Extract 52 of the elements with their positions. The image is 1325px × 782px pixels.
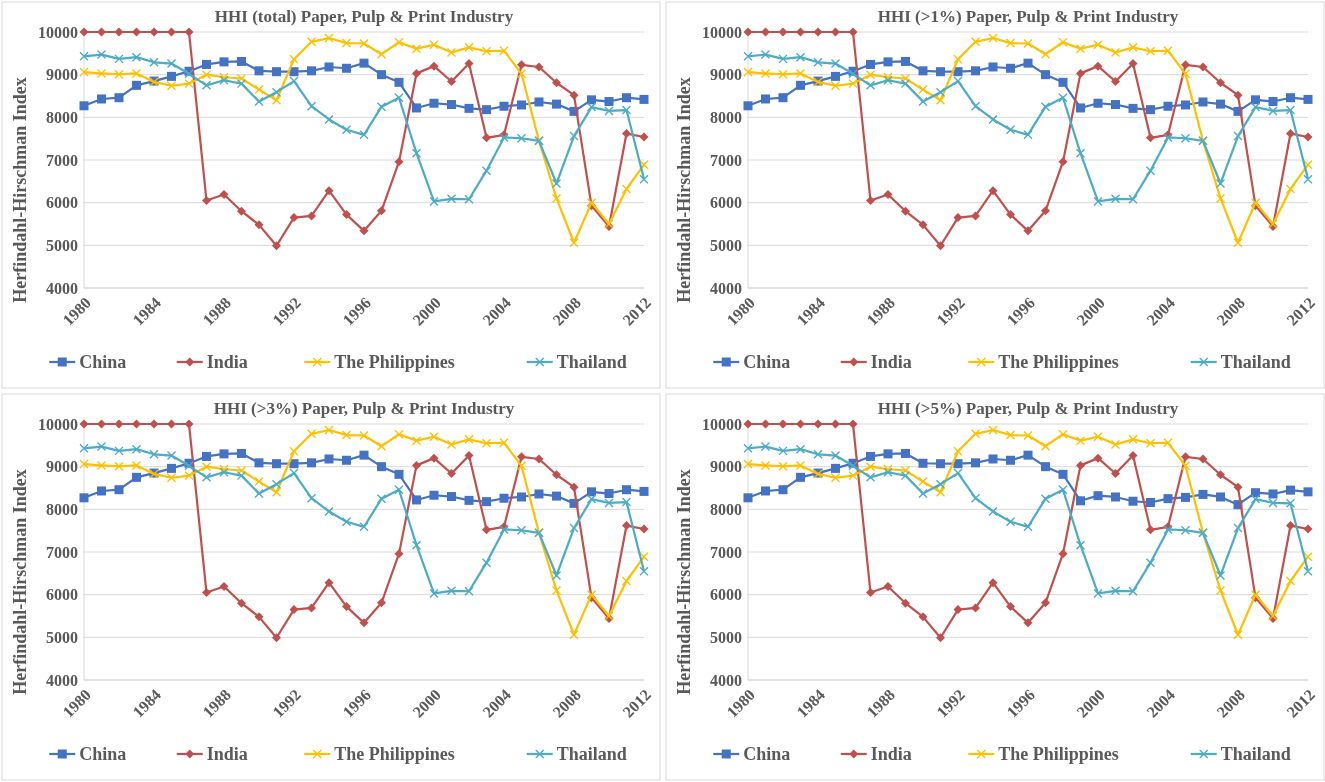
y-tick-label: 5000 — [710, 628, 742, 646]
y-tick-label: 9000 — [46, 66, 78, 84]
chart-title: HHI (>3%) Paper, Pulp & Print Industry — [213, 399, 515, 418]
y-tick-label: 6000 — [46, 194, 78, 212]
y-tick-label: 5000 — [710, 236, 742, 254]
y-tick-label: 4000 — [46, 671, 78, 689]
legend-label: Thailand — [556, 352, 627, 373]
y-axis-title: Herfindahl-Hirschman Index — [10, 469, 30, 695]
chart-title: HHI (>1%) Paper, Pulp & Print Industry — [877, 7, 1179, 26]
chart-title: HHI (>5%) Paper, Pulp & Print Industry — [877, 399, 1179, 418]
y-tick-label: 8000 — [46, 500, 78, 518]
legend-label: Thailand — [1220, 352, 1291, 373]
y-tick-label: 6000 — [710, 586, 742, 604]
y-axis-title: Herfindahl-Hirschman Index — [674, 77, 694, 303]
y-tick-label: 10000 — [702, 23, 742, 41]
y-tick-label: 4000 — [710, 279, 742, 297]
y-tick-label: 4000 — [710, 671, 742, 689]
y-tick-label: 8000 — [710, 500, 742, 518]
y-tick-label: 4000 — [46, 279, 78, 297]
legend-label: Thailand — [556, 744, 627, 765]
y-tick-label: 10000 — [702, 415, 742, 433]
legend-label: Thailand — [1220, 744, 1291, 765]
legend-label: China — [743, 352, 791, 373]
y-tick-label: 9000 — [46, 458, 78, 476]
legend-label: China — [79, 744, 127, 765]
y-tick-label: 6000 — [46, 586, 78, 604]
y-tick-label: 6000 — [710, 194, 742, 212]
y-axis-title: Herfindahl-Hirschman Index — [674, 469, 694, 695]
legend-label: China — [79, 352, 127, 373]
y-tick-label: 7000 — [710, 151, 742, 169]
legend-label: China — [743, 744, 791, 765]
y-tick-label: 7000 — [710, 543, 742, 561]
y-tick-label: 7000 — [46, 543, 78, 561]
y-tick-label: 9000 — [710, 66, 742, 84]
chart-title: HHI (total) Paper, Pulp & Print Industry — [214, 7, 514, 26]
legend-label: India — [870, 352, 912, 373]
y-tick-label: 8000 — [46, 108, 78, 126]
legend-label: The Philippines — [334, 352, 455, 373]
legend-label: India — [206, 744, 248, 765]
y-axis-title: Herfindahl-Hirschman Index — [10, 77, 30, 303]
y-tick-label: 8000 — [710, 108, 742, 126]
y-tick-label: 7000 — [46, 151, 78, 169]
legend-label: India — [870, 744, 912, 765]
y-tick-label: 10000 — [38, 415, 78, 433]
y-tick-label: 9000 — [710, 458, 742, 476]
legend-label: India — [206, 352, 248, 373]
legend-label: The Philippines — [334, 744, 455, 765]
legend-label: The Philippines — [998, 744, 1119, 765]
legend-label: The Philippines — [998, 352, 1119, 373]
y-tick-label: 5000 — [46, 628, 78, 646]
y-tick-label: 10000 — [38, 23, 78, 41]
y-tick-label: 5000 — [46, 236, 78, 254]
